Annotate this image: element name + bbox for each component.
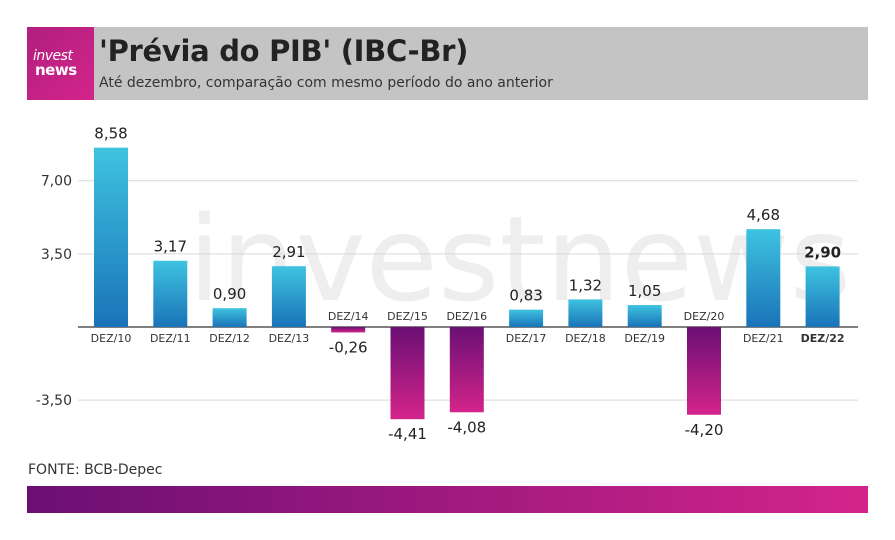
x-tick-label: DEZ/13: [269, 332, 310, 345]
x-tick-label: DEZ/10: [91, 332, 132, 345]
bar-dez-15: [390, 327, 425, 420]
x-tick-label: DEZ/17: [506, 332, 547, 345]
x-tick-label: DEZ/22: [801, 332, 845, 345]
data-label: 8,58: [94, 125, 127, 143]
footer-gradient-bar: [27, 486, 868, 513]
data-label: -4,20: [685, 421, 724, 439]
bar-dez-20: [687, 327, 721, 415]
data-label: 4,68: [747, 206, 780, 224]
bar-dez-11: [153, 260, 188, 327]
bar-dez-17: [509, 309, 544, 327]
data-label: -4,41: [388, 425, 427, 443]
data-label: -4,08: [447, 418, 486, 436]
data-label: -0,26: [329, 338, 368, 356]
x-tick-label: DEZ/14: [328, 310, 369, 323]
x-tick-label: DEZ/21: [743, 332, 784, 345]
bar-dez-16: [449, 327, 484, 413]
x-tick-label: DEZ/20: [684, 310, 725, 323]
data-label: 0,83: [509, 287, 542, 305]
bar-dez-19: [627, 305, 662, 327]
data-label: 1,05: [628, 282, 661, 300]
logo-text-news: news: [35, 61, 77, 79]
x-tick-label: DEZ/11: [150, 332, 191, 345]
chart-subtitle: Até dezembro, comparação com mesmo perío…: [99, 75, 553, 91]
bar-dez-21: [746, 229, 781, 327]
investnews-logo: invest news: [27, 27, 94, 100]
x-tick-label: DEZ/16: [446, 310, 487, 323]
data-label: 1,32: [569, 276, 602, 294]
x-tick-label: DEZ/15: [387, 310, 428, 323]
bars-group: [94, 147, 840, 420]
bar-dez-14: [331, 327, 366, 333]
y-tick-label: -3,50: [36, 393, 72, 409]
source-note: FONTE: BCB-Depec: [28, 462, 163, 478]
logo-text-invest: invest: [33, 48, 73, 64]
bar-dez-22: [805, 266, 840, 327]
chart-title: 'Prévia do PIB' (IBC-Br): [99, 34, 469, 68]
bar-dez-12: [212, 308, 247, 327]
bar-dez-18: [568, 299, 603, 327]
y-tick-label: 3,50: [41, 247, 72, 263]
bar-dez-10: [94, 147, 128, 327]
data-label: 2,90: [804, 243, 841, 261]
x-tick-label: DEZ/12: [209, 332, 250, 345]
bar-dez-13: [271, 266, 306, 327]
data-label: 2,91: [272, 243, 305, 261]
x-tick-label: DEZ/19: [624, 332, 665, 345]
y-tick-label: 7,00: [41, 174, 72, 190]
data-label: 3,17: [154, 238, 187, 256]
labels-group: 7,00 3,50 -3,50 8,58 DEZ/10 3,17 DEZ/11 0,90 DEZ…: [36, 125, 845, 443]
x-tick-label: DEZ/18: [565, 332, 606, 345]
data-label: 0,90: [213, 285, 246, 303]
header-banner: invest news 'Prévia do PIB' (IBC-Br) Até…: [27, 27, 868, 100]
